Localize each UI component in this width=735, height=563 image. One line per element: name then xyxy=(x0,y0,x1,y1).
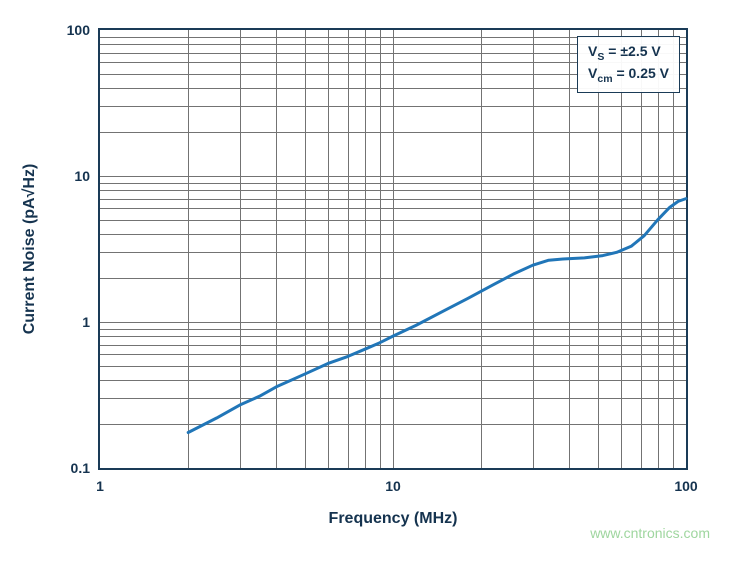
conditions-box: VS = ±2.5 V Vcm = 0.25 V xyxy=(577,36,680,93)
x-tick-label: 1 xyxy=(96,478,104,494)
y-tick-label: 10 xyxy=(74,168,90,184)
vcm-value: = 0.25 V xyxy=(613,65,669,81)
vcm-line: Vcm = 0.25 V xyxy=(588,64,669,86)
x-tick-label: 10 xyxy=(385,478,401,494)
y-tick-label: 100 xyxy=(67,22,90,38)
plot-area: VS = ±2.5 V Vcm = 0.25 V xyxy=(98,28,688,470)
x-tick-label: 100 xyxy=(674,478,697,494)
y-tick-label: 0.1 xyxy=(71,460,90,476)
y-axis-label: Current Noise (pA√Hz) xyxy=(21,164,39,335)
x-axis-label: Frequency (MHz) xyxy=(329,510,458,528)
watermark: www.cntronics.com xyxy=(590,525,710,541)
vs-value: = ±2.5 V xyxy=(604,43,660,59)
vs-line: VS = ±2.5 V xyxy=(588,42,669,64)
vcm-sub: cm xyxy=(597,73,612,85)
y-tick-label: 1 xyxy=(82,314,90,330)
data-curve xyxy=(100,30,686,468)
vcm-prefix: V xyxy=(588,65,597,81)
vs-prefix: V xyxy=(588,43,597,59)
chart-container: VS = ±2.5 V Vcm = 0.25 V 1 10 100 0.1 1 10 10… xyxy=(0,0,735,563)
